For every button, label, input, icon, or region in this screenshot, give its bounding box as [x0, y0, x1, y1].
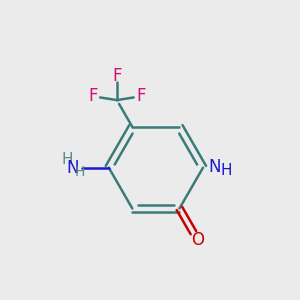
Text: N: N — [67, 159, 79, 177]
Text: H: H — [74, 165, 85, 179]
Text: H: H — [220, 163, 232, 178]
Text: O: O — [191, 231, 204, 249]
Text: F: F — [136, 87, 146, 105]
Text: H: H — [62, 152, 73, 167]
Text: F: F — [88, 87, 98, 105]
Text: F: F — [112, 67, 122, 85]
Text: N: N — [208, 158, 220, 176]
